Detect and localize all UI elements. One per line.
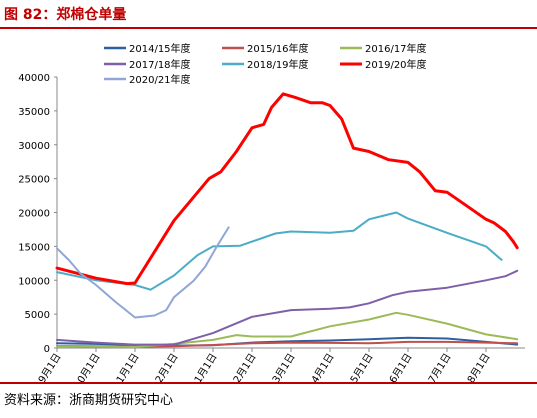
series-line xyxy=(56,211,503,291)
legend-label: 2019/20年度 xyxy=(365,58,427,71)
x-axis: 9月1日 10月1日 11月1日 12月1日 1月1日 2月1日 3月1日 4月1日 5月1日 6… xyxy=(36,347,525,382)
y-tick-label: 30000 xyxy=(18,141,50,152)
x-tick-label: 11月1日 xyxy=(111,351,142,382)
source-rule xyxy=(0,382,537,384)
plot-lines xyxy=(55,92,519,348)
x-tick-label: 7月1日 xyxy=(426,351,454,382)
series-line xyxy=(55,92,519,286)
legend-label: 2015/16年度 xyxy=(247,42,309,55)
y-tick-label: 25000 xyxy=(18,175,50,186)
y-tick-label: 10000 xyxy=(18,276,50,287)
legend: 2014/15年度 2015/16年度 2016/17年度 2017/18年度 2018… xyxy=(104,42,427,86)
y-axis: 0 5000 10000 15000 20000 25000 30000 35000 40000 xyxy=(18,73,58,355)
y-tick-label: 15000 xyxy=(18,242,50,253)
x-tick-label: 9月1日 xyxy=(36,351,64,382)
legend-label: 2018/19年度 xyxy=(247,58,309,71)
x-tick-label: 5月1日 xyxy=(348,351,376,382)
series-line xyxy=(56,269,519,346)
x-tick-label: 3月1日 xyxy=(270,351,298,382)
x-tick-label: 4月1日 xyxy=(309,351,337,382)
legend-label: 2020/21年度 xyxy=(129,73,191,86)
figure-title: 图 82：郑棉仓单量 xyxy=(4,7,127,23)
y-tick-label: 5000 xyxy=(25,310,50,321)
source-note: 资料来源：浙商期货研究中心 xyxy=(4,393,174,408)
y-tick-label: 40000 xyxy=(18,73,50,84)
line-chart: 2014/15年度 2015/16年度 2016/17年度 2017/18年度 2018… xyxy=(18,42,525,382)
x-tick-label: 2月1日 xyxy=(231,351,259,382)
legend-label: 2014/15年度 xyxy=(129,42,191,55)
y-tick-label: 35000 xyxy=(18,107,50,118)
series-line xyxy=(56,311,519,348)
legend-label: 2017/18年度 xyxy=(129,58,191,71)
x-tick-label: 1月1日 xyxy=(192,351,220,382)
series-line xyxy=(56,226,230,319)
x-tick-label: 6月1日 xyxy=(387,351,415,382)
y-tick-label: 0 xyxy=(44,344,50,355)
legend-label: 2016/17年度 xyxy=(365,42,427,55)
x-tick-label: 8月1日 xyxy=(465,351,493,382)
x-tick-label: 10月1日 xyxy=(72,351,103,382)
title-rule xyxy=(0,27,537,29)
x-tick-label: 12月1日 xyxy=(150,351,181,382)
y-tick-label: 20000 xyxy=(18,209,50,220)
